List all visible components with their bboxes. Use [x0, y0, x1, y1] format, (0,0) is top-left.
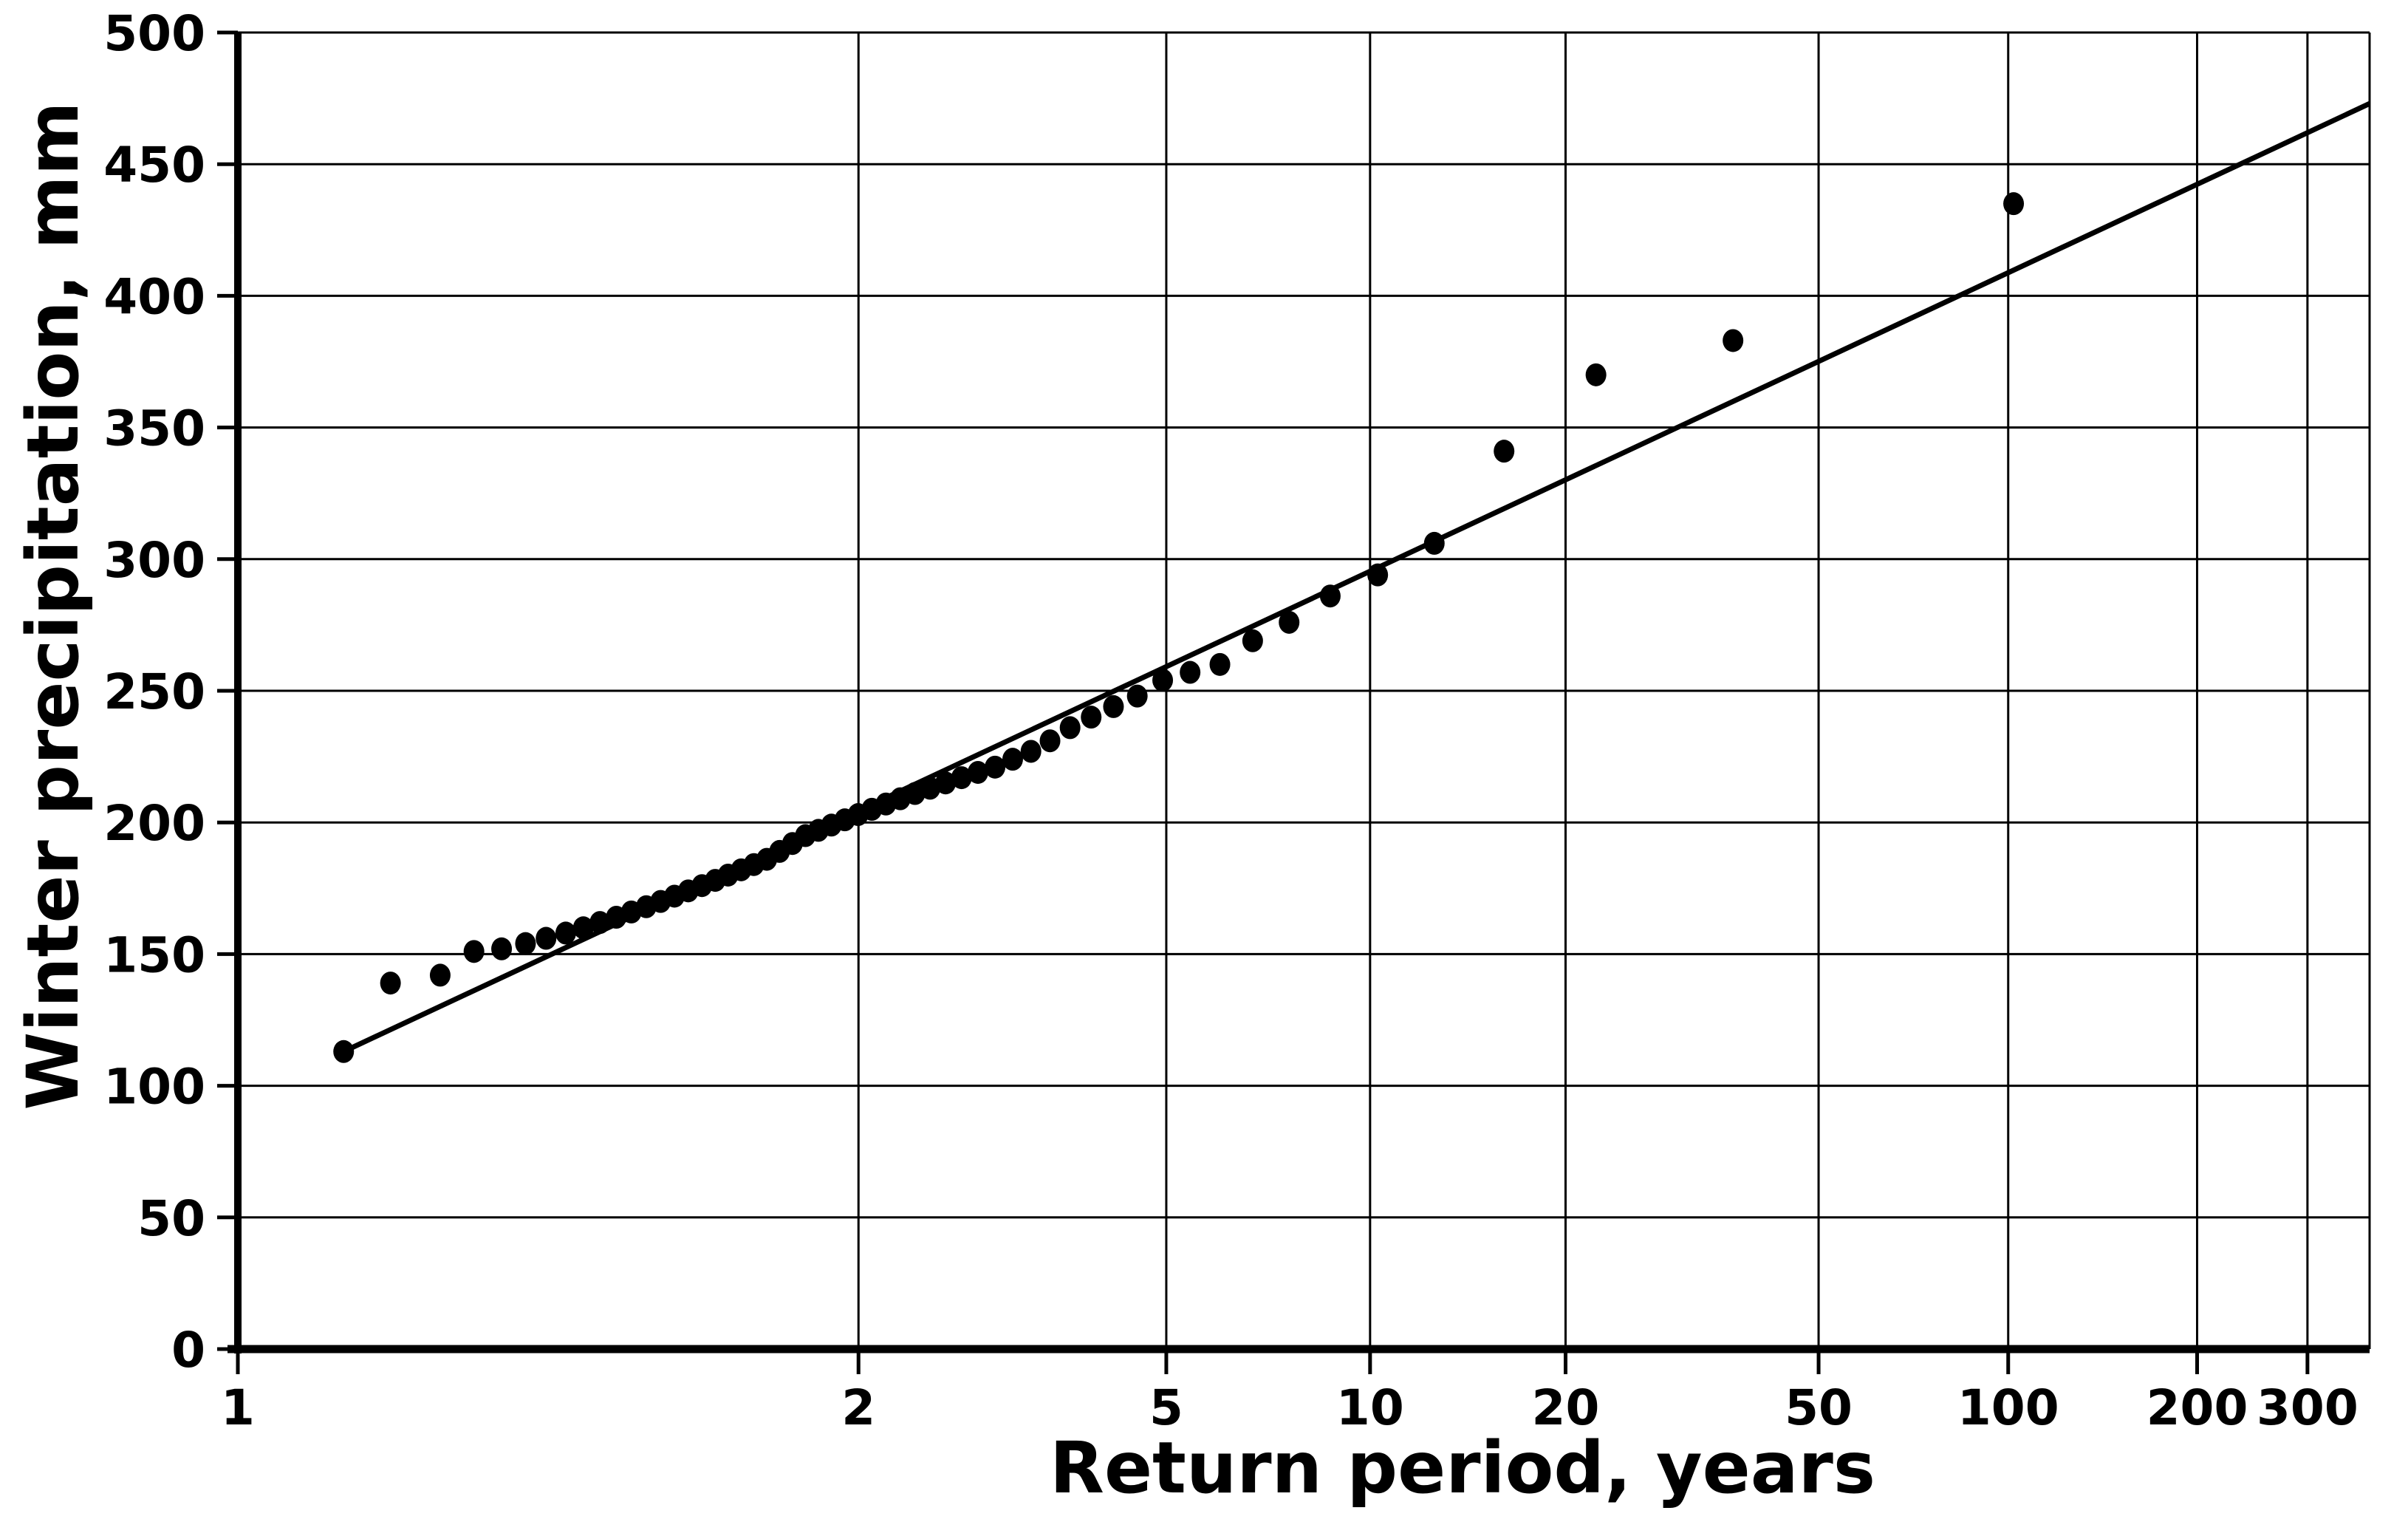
- data-point: [463, 940, 485, 963]
- data-point: [1319, 584, 1341, 608]
- data-point: [429, 963, 451, 987]
- data-point: [967, 760, 988, 784]
- data-point: [589, 911, 611, 935]
- y-tick-label: 450: [103, 137, 205, 194]
- data-point: [1209, 652, 1231, 676]
- data-point: [2003, 192, 2025, 216]
- y-tick-label: 200: [103, 795, 205, 852]
- data-point: [1723, 329, 1744, 352]
- data-point: [951, 766, 972, 790]
- y-tick-label: 0: [171, 1322, 205, 1379]
- data-point: [1059, 716, 1081, 740]
- x-axis-title: Return period, years: [1050, 1427, 1875, 1509]
- x-tick-label: 50: [1785, 1379, 1853, 1436]
- y-tick-label: 500: [103, 5, 205, 62]
- data-point: [1103, 694, 1124, 718]
- x-tick-label: 10: [1336, 1379, 1404, 1436]
- data-point: [1152, 669, 1174, 692]
- data-point: [572, 916, 594, 940]
- data-point: [1242, 629, 1263, 652]
- data-point: [491, 937, 513, 960]
- data-point: [920, 776, 941, 800]
- y-tick-label: 300: [103, 532, 205, 589]
- y-tick-label: 400: [103, 268, 205, 325]
- data-point: [333, 1040, 355, 1063]
- data-point: [1020, 740, 1041, 763]
- data-point: [1423, 531, 1445, 555]
- x-tick-label: 2: [841, 1379, 875, 1436]
- data-point: [536, 926, 557, 950]
- data-point: [935, 771, 957, 795]
- data-point: [515, 932, 536, 955]
- data-point: [1126, 684, 1148, 708]
- x-tick-label: 20: [1532, 1379, 1600, 1436]
- x-tick-label: 1: [221, 1379, 255, 1436]
- data-point: [380, 972, 401, 995]
- data-point: [1367, 563, 1389, 587]
- x-tick-label: 300: [2257, 1379, 2359, 1436]
- data-point: [1585, 363, 1607, 386]
- y-tick-label: 250: [103, 663, 205, 720]
- x-tick-label: 5: [1149, 1379, 1183, 1436]
- data-point: [1039, 729, 1061, 753]
- data-point: [1081, 706, 1102, 729]
- y-axis-title: Winter precipitation, mm: [12, 101, 95, 1110]
- y-tick-label: 50: [137, 1190, 205, 1247]
- x-tick-label: 200: [2147, 1379, 2248, 1436]
- y-tick-label: 350: [103, 400, 205, 457]
- y-tick-label: 100: [103, 1059, 205, 1116]
- data-point: [1279, 610, 1300, 634]
- data-point: [985, 755, 1006, 779]
- data-point: [555, 921, 576, 945]
- data-point: [1180, 660, 1201, 684]
- y-tick-label: 150: [103, 926, 205, 983]
- x-tick-label: 100: [1957, 1379, 2059, 1436]
- data-point: [1494, 440, 1515, 463]
- data-point: [1002, 748, 1023, 771]
